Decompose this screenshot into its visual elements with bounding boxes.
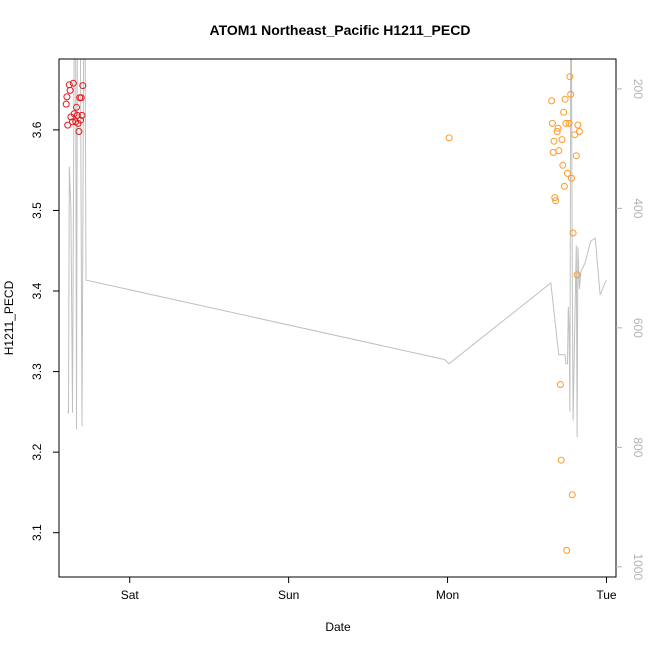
y-axis-label: H1211_PECD	[2, 280, 16, 355]
x-tick-label-2: Mon	[436, 588, 459, 602]
y-axis: 3.1 3.2 3.3 3.4 3.5 3.6	[30, 121, 59, 541]
secondary-series-line	[67, 59, 607, 438]
x-tick-label-0: Sat	[121, 588, 140, 602]
data-point-s0-3	[65, 81, 73, 89]
data-point-s1-15	[560, 182, 568, 190]
data-point-s1-27	[572, 152, 580, 160]
data-point-s1-14	[560, 108, 568, 116]
x-axis: Sat Sun Mon Tue	[121, 577, 617, 602]
x-axis-label: Date	[325, 620, 351, 634]
plot-frame	[58, 58, 617, 578]
y-tick-label-2: 3.3	[30, 363, 44, 380]
data-point-s1-19	[564, 169, 571, 177]
data-point-s0-10	[73, 103, 80, 111]
x-tick-label-1: Sun	[278, 588, 299, 602]
data-point-s1-7	[553, 128, 561, 135]
data-point-s0-11	[73, 111, 81, 119]
x-tick-label-3: Tue	[596, 588, 617, 602]
data-point-s1-1	[548, 97, 556, 105]
data-point-s1-12	[558, 136, 566, 144]
data-point-s1-28	[573, 271, 581, 279]
data-point-s0-4	[66, 86, 74, 94]
data-point-s0-15	[77, 116, 84, 124]
y2-tick-label-3: 800	[631, 437, 645, 457]
data-point-s1-3	[549, 148, 557, 156]
data-point-s1-17	[562, 119, 570, 127]
data-point-s1-2	[548, 119, 556, 127]
data-point-s0-0	[62, 100, 70, 108]
y-tick-label-5: 3.6	[30, 121, 44, 138]
y-tick-label-0: 3.1	[30, 524, 44, 541]
data-point-s1-18	[563, 546, 571, 554]
data-point-s1-20	[565, 119, 573, 127]
data-point-s0-18	[79, 82, 87, 90]
data-point-s1-22	[567, 90, 575, 98]
data-point-s0-16	[77, 94, 85, 102]
data-point-s0-17	[78, 111, 86, 119]
data-point-s1-24	[568, 491, 576, 499]
data-point-s1-13	[559, 161, 567, 169]
data-point-s1-6	[552, 197, 560, 205]
y2-axis: 200 400 600 800 1000	[616, 79, 645, 580]
data-point-s1-16	[561, 95, 569, 103]
data-point-s0-1	[63, 93, 71, 101]
data-point-s0-7	[69, 79, 77, 87]
data-point-s1-0	[445, 134, 453, 142]
data-point-s1-4	[550, 137, 558, 145]
data-point-s1-29	[574, 121, 582, 129]
plot-layer	[62, 59, 607, 554]
data-point-s1-21	[566, 73, 574, 81]
data-point-s1-5	[551, 194, 559, 202]
y2-tick-label-2: 600	[631, 318, 645, 338]
y-tick-label-3: 3.4	[30, 282, 44, 299]
data-point-s0-13	[75, 128, 83, 135]
y-tick-label-4: 3.5	[30, 202, 44, 219]
data-point-s0-2	[64, 121, 72, 129]
data-point-s1-23	[568, 174, 575, 182]
y-tick-label-1: 3.2	[30, 443, 44, 460]
data-point-s1-9	[555, 147, 563, 155]
y2-tick-label-4: 1000	[631, 553, 645, 580]
y2-tick-label-1: 400	[631, 198, 645, 218]
data-point-s1-26	[571, 131, 579, 139]
data-point-s1-25	[569, 229, 577, 237]
chart-title: ATOM1 Northeast_Pacific H1211_PECD	[210, 22, 471, 38]
data-point-s1-10	[556, 381, 564, 388]
data-point-s1-11	[557, 456, 565, 464]
data-point-s1-30	[575, 128, 583, 135]
data-point-s1-8	[554, 124, 562, 132]
y2-tick-label-0: 200	[631, 79, 645, 99]
